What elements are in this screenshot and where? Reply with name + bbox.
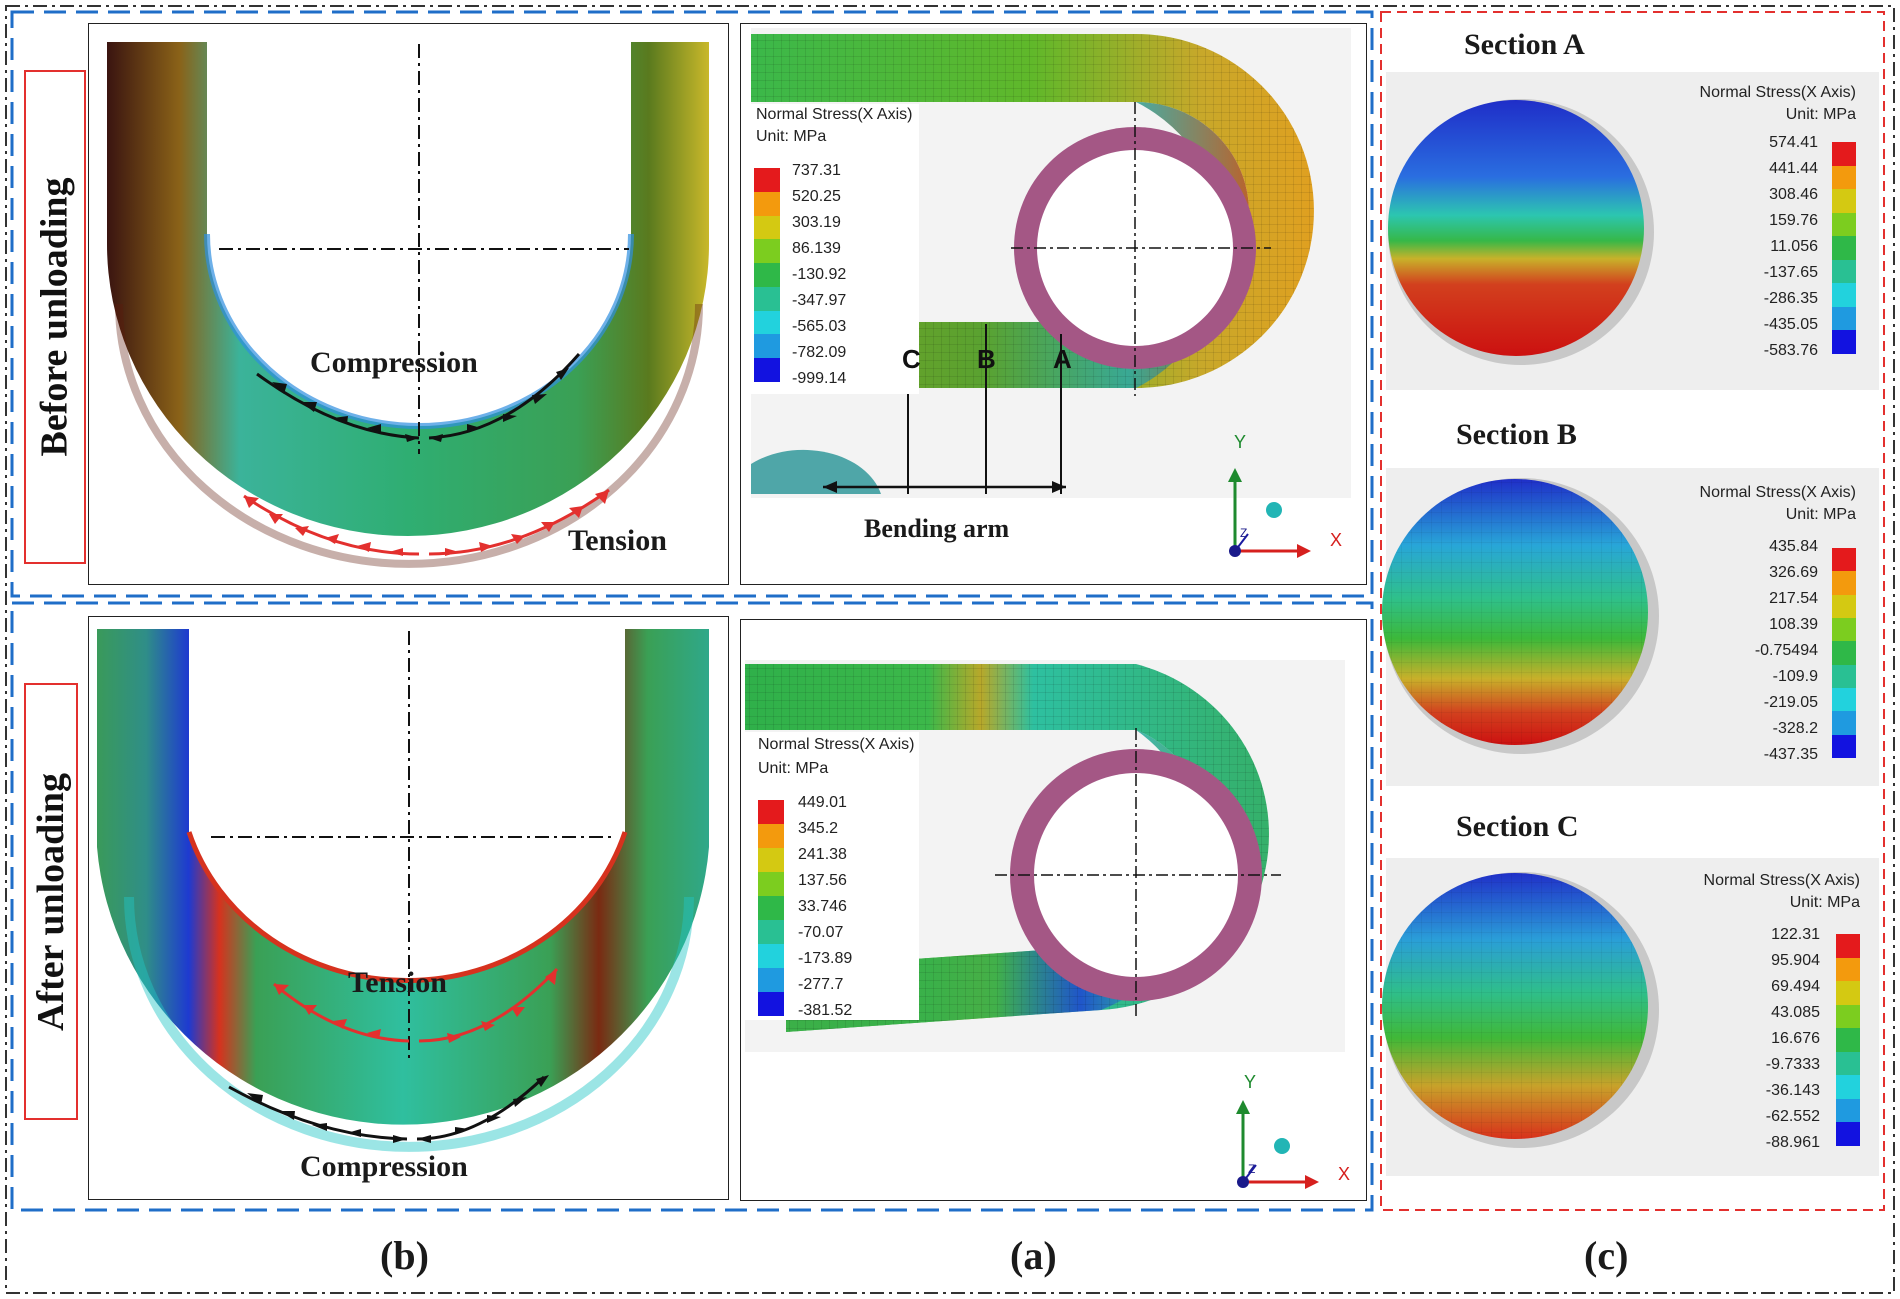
colorbar-swatch <box>1832 687 1856 712</box>
colorbar-swatch <box>1832 571 1856 595</box>
top-tension-label: Tension <box>568 524 667 557</box>
colorbar-section-c <box>1836 934 1860 1146</box>
u-tube-before-shape <box>107 42 709 536</box>
section-c-title: Section C <box>1456 810 1579 843</box>
colorbar-swatch <box>1836 957 1860 982</box>
marker-a: A <box>1053 344 1072 374</box>
colorbar-swatch <box>758 824 784 848</box>
colorbar-swatch <box>758 848 784 872</box>
colorbar-swatch <box>754 310 780 335</box>
colorbar-swatch <box>758 944 784 968</box>
colorbar-swatch <box>1832 283 1856 307</box>
colorbar-swatch <box>1832 617 1856 642</box>
colorbar-swatch <box>758 896 784 920</box>
sections-layer <box>1382 72 1879 1176</box>
axis-z-label-top: Z <box>1240 526 1248 540</box>
colorbar-swatch <box>1832 548 1856 572</box>
panel-label-b: (b) <box>380 1233 429 1278</box>
colorbar-swatch <box>1836 981 1860 1005</box>
colorbar-swatch <box>1832 711 1856 735</box>
colorbar-swatch <box>1832 734 1856 758</box>
u-tube-before <box>89 24 728 584</box>
before-unloading-label: Before unloading <box>24 70 86 564</box>
marker-b: B <box>977 344 996 374</box>
axis-triad-bottom <box>1236 1100 1319 1189</box>
colorbar-swatch <box>754 239 780 264</box>
axis-x-label-top: X <box>1330 530 1343 550</box>
after-unloading-label: After unloading <box>24 683 78 1120</box>
colorbar-section-b <box>1832 548 1856 758</box>
marker-c: C <box>902 344 921 374</box>
section-b-title: Section B <box>1456 418 1577 451</box>
legend-bottom-main: Normal Stress(X Axis) Unit: MPa 449.01 3… <box>758 736 915 1019</box>
panel-label-c: (c) <box>1584 1233 1629 1278</box>
colorbar-top-main <box>754 168 780 382</box>
colorbar-swatch <box>1832 142 1856 166</box>
colorbar-swatch <box>1832 189 1856 213</box>
colorbar-swatch <box>1836 1028 1860 1052</box>
after-frame <box>10 601 1374 1212</box>
colorbar-swatch <box>1832 212 1856 237</box>
sections-frame <box>1380 11 1885 1211</box>
colorbar-swatch <box>1832 664 1856 688</box>
bending-model-before <box>741 24 1366 584</box>
outer-frame <box>5 5 1895 1294</box>
section-a-title: Section A <box>1464 28 1585 61</box>
axis-y-label-top: Y <box>1234 432 1247 452</box>
axis-y-label-bottom: Y <box>1244 1072 1257 1092</box>
axis-triad-top <box>1228 468 1311 558</box>
colorbar-swatch <box>758 800 784 824</box>
bottom-tension-label: Tension <box>348 966 447 999</box>
axis-x-label-bottom: X <box>1338 1164 1351 1184</box>
colorbar-swatch <box>758 920 784 944</box>
colorbar-swatch <box>754 191 780 216</box>
top-compression-label: Compression <box>310 346 478 379</box>
colorbar-swatch <box>1836 1098 1860 1123</box>
legend-section-c: Normal Stress(X Axis) Unit: MPa 122.31 9… <box>1703 872 1860 1151</box>
colorbar-swatch <box>1836 1051 1860 1076</box>
u-tube-after-shape <box>97 629 709 1125</box>
colorbar-swatch <box>754 358 780 382</box>
colorbar-swatch <box>1832 236 1856 260</box>
colorbar-swatch <box>1832 306 1856 331</box>
colorbar-swatch <box>1836 934 1860 958</box>
bending-model-after <box>741 620 1366 1200</box>
bending-arm-label: Bending arm <box>864 514 1010 543</box>
u-tube-after <box>89 617 728 1199</box>
section-a-disc <box>1388 100 1644 356</box>
bottom-compression-label: Compression <box>300 1150 468 1183</box>
colorbar-swatch <box>1832 330 1856 354</box>
colorbar-swatch <box>1836 1004 1860 1029</box>
colorbar-swatch <box>754 286 780 311</box>
panel-label-a: (a) <box>1010 1233 1057 1278</box>
colorbar-swatch <box>754 168 780 192</box>
colorbar-swatch <box>1836 1075 1860 1099</box>
colorbar-swatch <box>1832 641 1856 665</box>
colorbar-swatch <box>758 992 784 1016</box>
colorbar-swatch <box>754 334 780 359</box>
colorbar-section-a <box>1832 142 1856 354</box>
colorbar-swatch <box>758 872 784 896</box>
colorbar-bottom-main <box>758 800 784 1016</box>
axis-z-label-bottom: Z <box>1248 1162 1256 1176</box>
colorbar-swatch <box>754 215 780 240</box>
colorbar-swatch <box>758 968 784 992</box>
colorbar-swatch <box>1832 259 1856 284</box>
colorbar-swatch <box>1832 165 1856 190</box>
colorbar-swatch <box>1836 1122 1860 1146</box>
before-frame <box>10 10 1374 598</box>
colorbar-swatch <box>1832 594 1856 618</box>
legend-top-main: Normal Stress(X Axis) Unit: MPa 737.31 5… <box>754 106 913 387</box>
colorbar-swatch <box>754 263 780 287</box>
legend-section-b: Normal Stress(X Axis) Unit: MPa 435.84 3… <box>1699 484 1856 763</box>
legend-section-a: Normal Stress(X Axis) Unit: MPa 574.41 4… <box>1699 84 1856 359</box>
